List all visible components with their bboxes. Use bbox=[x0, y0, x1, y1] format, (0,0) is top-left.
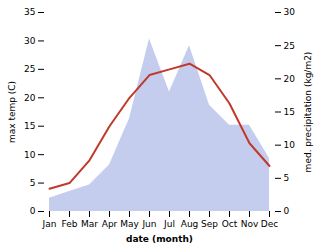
svg-text:Oct: Oct bbox=[222, 219, 238, 229]
svg-text:5: 5 bbox=[30, 178, 36, 188]
svg-text:30: 30 bbox=[284, 7, 296, 17]
svg-text:0: 0 bbox=[284, 206, 290, 216]
svg-text:Apr: Apr bbox=[102, 219, 118, 229]
svg-text:25: 25 bbox=[24, 64, 35, 74]
svg-text:Jun: Jun bbox=[141, 219, 156, 229]
svg-text:Jan: Jan bbox=[42, 219, 57, 229]
svg-text:15: 15 bbox=[284, 107, 295, 117]
svg-text:Feb: Feb bbox=[62, 219, 78, 229]
svg-text:Nov: Nov bbox=[241, 219, 259, 229]
svg-text:Dec: Dec bbox=[261, 219, 278, 229]
svg-text:20: 20 bbox=[24, 93, 36, 103]
svg-text:30: 30 bbox=[24, 36, 36, 46]
svg-text:35: 35 bbox=[24, 7, 35, 17]
svg-text:Mar: Mar bbox=[81, 219, 98, 229]
svg-text:10: 10 bbox=[24, 150, 36, 160]
svg-text:Sep: Sep bbox=[201, 219, 218, 229]
svg-text:15: 15 bbox=[24, 121, 35, 131]
svg-text:Aug: Aug bbox=[181, 219, 199, 229]
svg-text:25: 25 bbox=[284, 41, 295, 51]
svg-text:20: 20 bbox=[284, 74, 296, 84]
svg-text:med. precipitation (kg/m2): med. precipitation (kg/m2) bbox=[303, 52, 313, 173]
svg-text:May: May bbox=[120, 219, 139, 229]
svg-text:10: 10 bbox=[284, 140, 296, 150]
svg-text:max temp (C): max temp (C) bbox=[7, 81, 17, 143]
svg-text:0: 0 bbox=[30, 206, 36, 216]
svg-text:5: 5 bbox=[284, 173, 290, 183]
svg-text:Jul: Jul bbox=[163, 219, 175, 229]
svg-text:date (month): date (month) bbox=[126, 234, 193, 244]
